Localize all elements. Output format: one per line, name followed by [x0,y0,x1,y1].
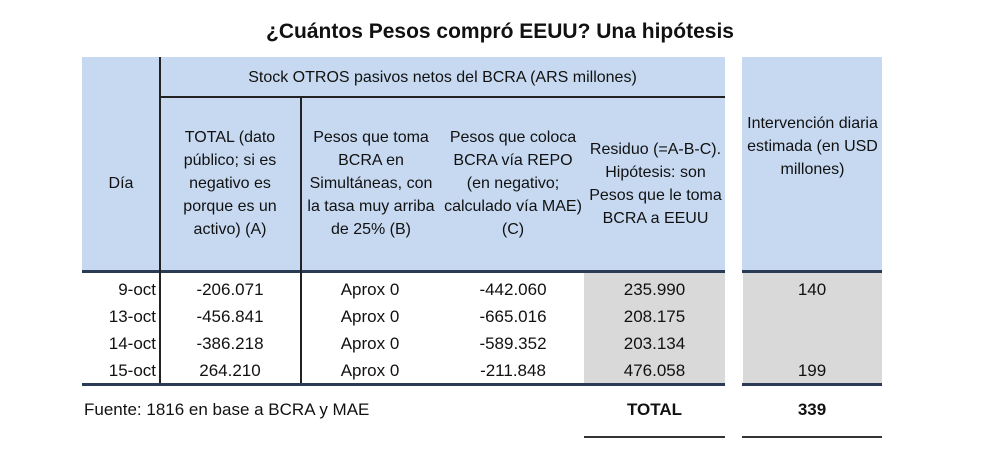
cell-total: -456.841 [196,307,264,326]
cell-dia: 9-oct [118,280,156,299]
cell-b: Aprox 0 [340,334,400,353]
cell-total: -206.071 [196,280,264,299]
cell-residuo: 208.175 [623,307,686,326]
header-background [82,57,725,270]
group-header: Stock OTROS pasivos netos del BCRA (ARS … [248,68,637,86]
cell-b: Aprox 0 [340,361,400,380]
cell-c: -665.016 [479,307,547,326]
cell-intervencion [742,330,882,357]
table-row: 14-oct -386.218 Aprox 0 -589.352 203.134 [82,330,882,357]
cell-dia: 13-oct [108,307,156,326]
intervencion-shading [743,273,882,383]
cell-total: 264.210 [199,361,261,380]
table-row: 15-oct 264.210 Aprox 0 -211.848 476.058 199 [82,357,882,384]
cell-c: -589.352 [479,334,547,353]
table-row: 13-oct -456.841 Aprox 0 -665.016 208.175 [82,303,882,330]
source-note: Fuente: 1816 en base a BCRA y MAE [84,400,370,419]
residuo-shading [584,273,725,383]
cell-residuo: 476.058 [623,361,686,380]
cell-residuo: 203.134 [623,334,686,353]
cell-intervencion [742,303,882,330]
header-background-right [742,57,882,270]
col-header-total: TOTAL (dato público; si es negativo es p… [183,129,277,238]
col-header-dia: Día [108,175,134,192]
cell-dia: 14-oct [108,334,156,353]
divider [82,383,725,386]
total-value: 339 [797,400,827,419]
table-body: 9-oct -206.071 Aprox 0 -442.060 235.990 140 13… [82,276,882,384]
divider [82,270,725,273]
cell-intervencion: 199 [797,361,827,380]
cell-b: Aprox 0 [340,280,400,299]
cell-dia: 15-oct [108,361,156,380]
col-header-intervencion: Intervención diaria estimada (en USD mil… [747,115,878,178]
cell-total: -386.218 [196,334,264,353]
col-header-simultaneas: Pesos que toma BCRA en Simultáneas, con … [307,129,435,238]
cell-c: -211.848 [480,361,546,380]
divider [742,270,882,273]
divider [300,97,302,384]
divider [742,383,882,386]
cell-residuo: 235.990 [623,280,686,299]
cell-intervencion: 140 [797,280,827,299]
total-label: TOTAL [626,400,683,419]
table-row: 9-oct -206.071 Aprox 0 -442.060 235.990 140 [82,276,882,303]
cell-b: Aprox 0 [340,307,400,326]
total-underline [584,436,725,438]
col-header-repo: Pesos que coloca BCRA vía REPO (en negat… [444,129,582,238]
col-header-residuo: Residuo (=A-B-C). Hipótesis: son Pesos q… [589,140,722,227]
divider [160,96,725,98]
page-title: ¿Cuántos Pesos compró EEUU? Una hipótesi… [266,20,734,43]
cell-c: -442.060 [479,280,547,299]
divider [159,57,161,384]
total-underline [742,436,882,438]
